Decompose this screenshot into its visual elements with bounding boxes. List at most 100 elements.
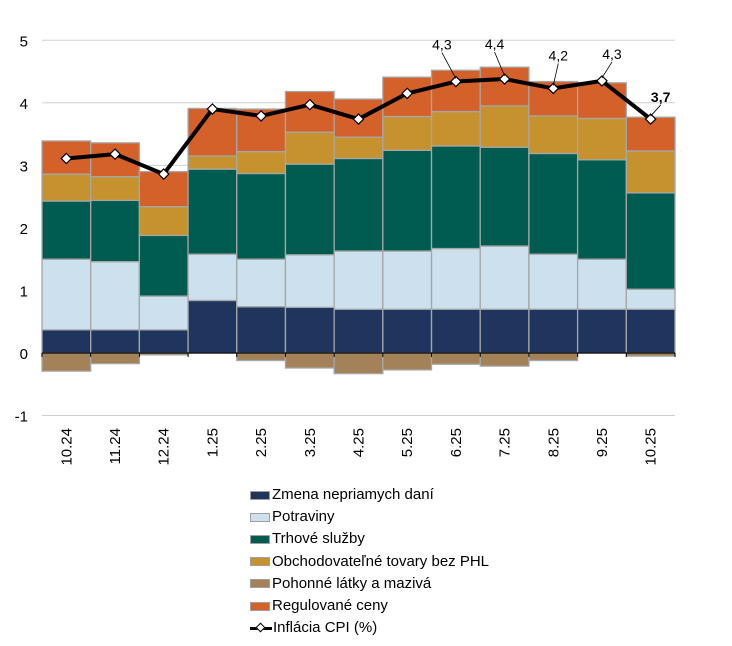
legend-label: Trhové služby (272, 530, 365, 548)
cpi-marker (401, 87, 414, 100)
y-axis-labels: 5 4 3 2 1 0 -1 (15, 33, 28, 425)
bar-segment (333, 136, 384, 160)
x-tick-label: 8.25 (545, 428, 562, 457)
x-tick-label: 4.25 (351, 428, 368, 457)
bar-segment (138, 329, 189, 354)
cpi-marker (157, 168, 170, 181)
annotation-leader (441, 52, 457, 79)
x-tick-label: 10.24 (58, 428, 75, 466)
bar-segment (284, 352, 335, 369)
bar-segment (187, 155, 238, 170)
bar-segment (382, 352, 433, 371)
bar-segment (90, 352, 141, 365)
legend-item[interactable]: Pohonné látky a mazivá (250, 573, 489, 595)
legend-item[interactable]: Potraviny (250, 506, 489, 528)
legend-swatch (250, 512, 270, 522)
x-tick-label: 12.24 (156, 428, 173, 466)
bar-segment (479, 308, 530, 354)
bar-segment (284, 131, 335, 165)
x-tick-label: 1.25 (204, 428, 221, 457)
bar-segment (333, 352, 384, 375)
legend-label: Potraviny (272, 508, 335, 526)
y-tick-label: 2 (20, 221, 28, 238)
y-tick-label: 0 (20, 346, 28, 363)
bar-segment (625, 308, 676, 354)
cpi-marker (109, 148, 121, 161)
bar-segment (333, 250, 384, 310)
bar-segment (625, 192, 676, 290)
bar-segment (625, 150, 676, 194)
bar-segment (528, 253, 579, 310)
bar-segment (284, 163, 335, 256)
legend-item[interactable]: Zmena nepriamych daní (250, 484, 489, 506)
bar-segment (430, 352, 481, 365)
bar-segment (576, 82, 627, 120)
cpi-marker (352, 113, 365, 126)
cpi-line (60, 73, 657, 181)
bar-segment (41, 352, 92, 372)
cpi-marker (547, 82, 560, 95)
bar-segment (138, 234, 189, 297)
legend-label: Zmena nepriamych daní (272, 486, 434, 503)
legend-line-marker-icon (250, 622, 272, 634)
x-axis-labels: 10.24 11.24 12.24 1.25 2.25 3.25 4.25 5.25 6.25 7… (58, 428, 659, 466)
bar-segment (576, 258, 627, 310)
axes (41, 352, 676, 357)
bar-segment (625, 288, 676, 310)
bar-segment (576, 159, 627, 260)
bar-segment (528, 152, 579, 255)
bar-segment (479, 245, 530, 310)
bar-segment (528, 115, 579, 155)
x-tick-label: 7.25 (497, 428, 514, 457)
bar-segment (284, 90, 335, 133)
bar-segment (479, 146, 530, 247)
bar-segment (333, 157, 384, 252)
bars (41, 66, 676, 375)
annotation-label: 3,7 (651, 89, 671, 105)
cpi-marker (303, 98, 316, 111)
bar-segment (236, 258, 287, 308)
cpi-marker (206, 103, 219, 115)
bar-segment (90, 329, 141, 354)
bar-segment (479, 352, 530, 367)
legend-label: Pohonné látky a mazivá (272, 574, 432, 592)
legend-swatch (250, 579, 270, 589)
cpi-marker (596, 74, 608, 87)
bar-segment (187, 253, 238, 302)
legend-item[interactable]: Trhové služby (250, 528, 489, 550)
bar-segment (430, 145, 481, 250)
bar-segment (90, 261, 141, 331)
bar-segment (528, 352, 579, 362)
bar-segment (430, 247, 481, 310)
bar-segment (576, 117, 627, 161)
bar-segment (41, 329, 92, 354)
bar-segment (479, 66, 530, 107)
bar-segment (90, 199, 141, 263)
bar-segment (41, 200, 92, 260)
y-tick-label: 4 (20, 96, 28, 113)
x-tick-label: 6.25 (448, 428, 465, 457)
x-tick-label: 10.25 (643, 428, 660, 466)
annotations: 4,3 4,4 4,2 4,3 3,7 (432, 36, 671, 117)
legend-swatch (250, 490, 270, 500)
bar-segment (138, 205, 189, 237)
bar-segment (236, 352, 287, 362)
bar-segment (382, 149, 433, 252)
legend-item[interactable]: Regulované ceny (250, 595, 489, 617)
bar-segment (236, 150, 287, 175)
legend-item[interactable]: Inflácia CPI (%) (250, 617, 489, 639)
bar-segment (528, 308, 579, 354)
legend-label: Regulované ceny (272, 596, 388, 614)
cpi-marker (449, 75, 462, 88)
legend-label: Obchodovateľné tovary bez PHL (272, 552, 490, 570)
cpi-marker (255, 109, 268, 122)
bar-segment (284, 254, 335, 308)
legend-item[interactable]: Obchodovateľné tovary bez PHL (250, 551, 489, 573)
annotation-label: 4,4 (485, 36, 505, 52)
x-tick-label: 3.25 (302, 428, 319, 457)
annotation-leader (552, 63, 559, 86)
chart: 4,3 4,4 4,2 4,3 3,7 5 4 3 2 1 0 -1 10.24 11.24 12.24… (15, 33, 676, 466)
annotation-leader (650, 104, 661, 117)
y-tick-label: 1 (20, 283, 28, 300)
y-tick-label: -1 (15, 409, 28, 426)
